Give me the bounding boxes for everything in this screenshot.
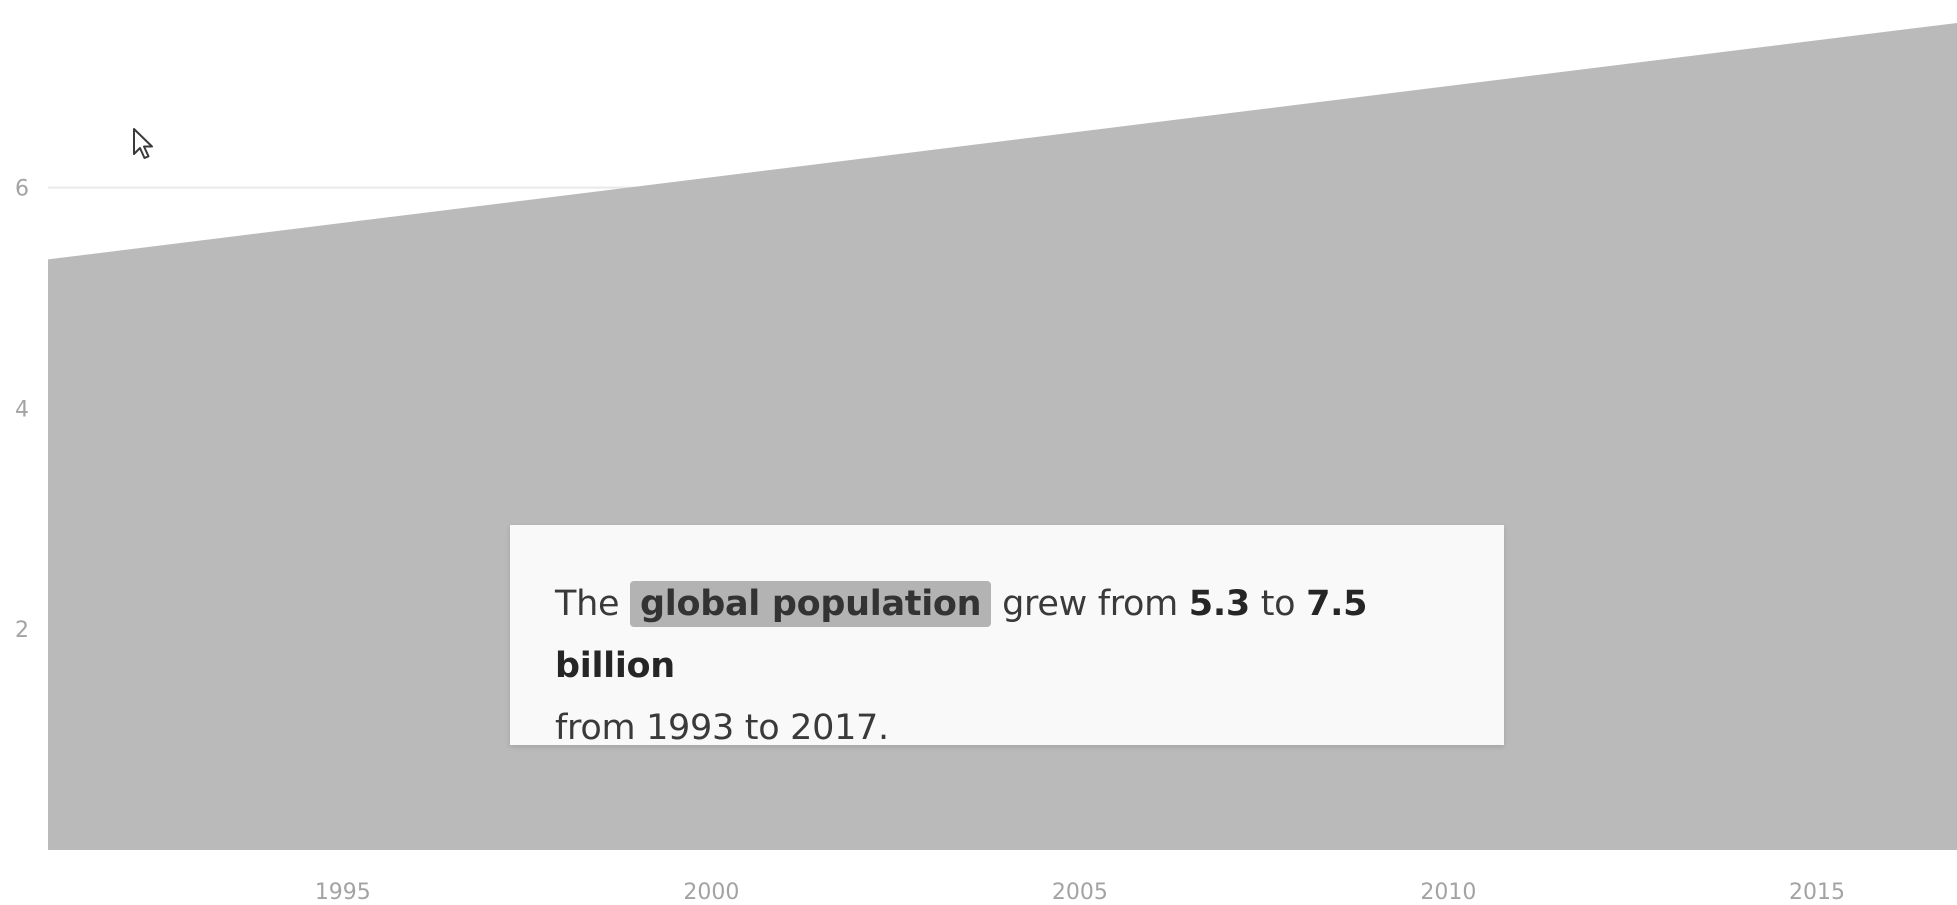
annotation-mid1: grew from: [1002, 584, 1178, 624]
y-tick-label-6: 6: [15, 177, 29, 202]
annotation-line2: from 1993 to 2017.: [555, 708, 889, 748]
annotation-intro: The: [555, 584, 620, 624]
annotation-mid2: to: [1260, 584, 1296, 624]
x-tick-label-1995: 1995: [315, 880, 371, 905]
y-tick-label-2: 2: [15, 618, 29, 643]
mouse-pointer-icon: [133, 128, 153, 159]
x-tick-label-2005: 2005: [1052, 880, 1108, 905]
end-value: 7.5 billion: [555, 584, 1368, 686]
x-tick-label-2010: 2010: [1420, 880, 1476, 905]
y-axis-ticks: 2 4 6: [15, 177, 29, 644]
start-value: 5.3: [1188, 584, 1250, 624]
x-tick-label-2015: 2015: [1789, 880, 1845, 905]
x-tick-label-2000: 2000: [683, 880, 739, 905]
y-tick-label-4: 4: [15, 397, 29, 422]
highlight-global-population[interactable]: global population: [630, 581, 992, 627]
x-axis-ticks: 1995 2000 2005 2010 2015: [315, 880, 1845, 905]
annotation-box: The global population grew from 5.3 to 7…: [510, 525, 1504, 748]
